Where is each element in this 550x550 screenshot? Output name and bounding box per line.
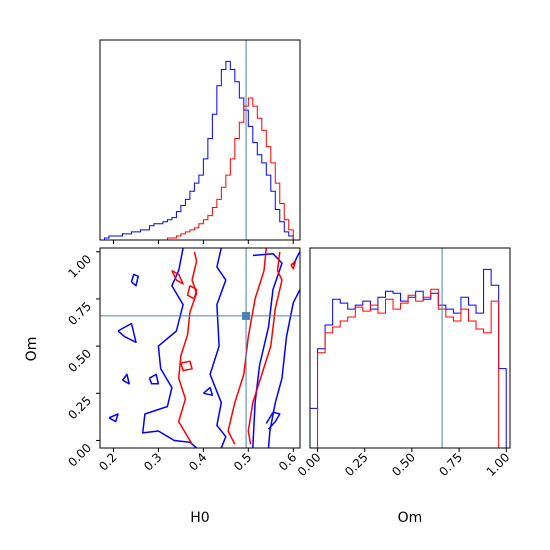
joint-frame — [99, 247, 301, 449]
contour-line-series-2 — [290, 260, 297, 270]
contour-line-series-1 — [148, 373, 160, 385]
contour-line-series-1 — [130, 273, 139, 287]
contour-line-series-2 — [186, 285, 198, 300]
contour-line-series-1 — [252, 252, 283, 448]
contour-line-series-1 — [209, 248, 227, 448]
x-axis-label-h0: H0 — [190, 510, 209, 526]
contour-line-series-1 — [117, 322, 137, 344]
h0-hist-series-2 — [100, 97, 298, 240]
joint-truth-marker — [242, 311, 251, 320]
x-axis-label-om: Om — [398, 510, 423, 526]
contour-line-series-1 — [202, 386, 214, 396]
contour-line-series-1 — [141, 248, 198, 448]
h0-hist-series-1 — [100, 60, 298, 240]
contour-line-series-2 — [247, 251, 283, 445]
y-axis-label-om: Om — [24, 337, 40, 362]
contour-line-series-1 — [267, 289, 300, 448]
om-hist-series-2 — [310, 288, 507, 448]
contour-line-series-2 — [171, 269, 184, 285]
om-hist-frame — [309, 247, 511, 449]
h0-hist-frame — [99, 39, 301, 241]
contour-line-series-2 — [180, 360, 193, 372]
contour-line-series-1 — [265, 411, 281, 430]
contour-line-series-1 — [108, 413, 119, 423]
h0-histogram-panel — [99, 39, 301, 244]
contour-line-series-1 — [121, 373, 130, 385]
contour-line-series-2 — [177, 251, 198, 445]
